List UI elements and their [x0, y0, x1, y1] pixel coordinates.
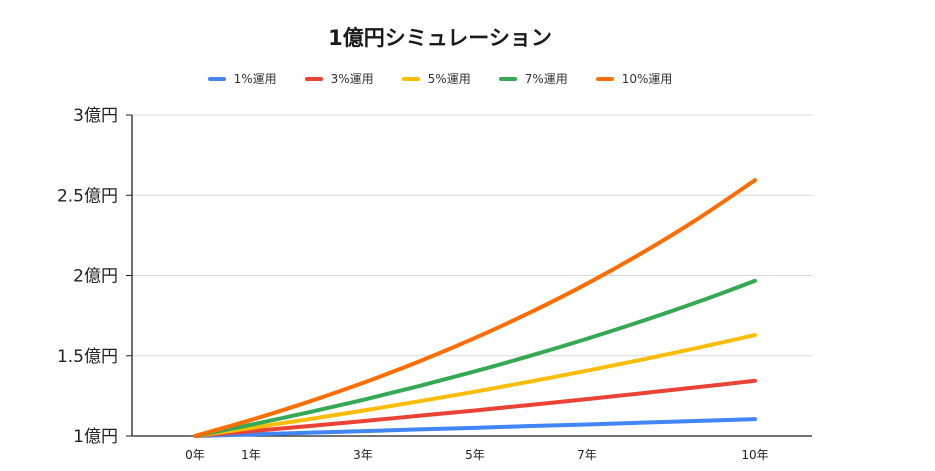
legend-swatch: [595, 76, 614, 81]
legend-swatch: [207, 76, 226, 81]
legend-item: 3%運用: [304, 70, 374, 87]
legend-item: 1%運用: [207, 70, 277, 87]
legend-swatch: [498, 76, 517, 81]
series-line: [193, 333, 757, 438]
y-tick-label: 2億円: [73, 267, 118, 287]
legend-label: 3%運用: [330, 72, 374, 86]
y-tick-label: 1億円: [73, 427, 118, 447]
y-tick-label: 3億円: [73, 106, 118, 126]
x-tick-label: 0年: [185, 448, 205, 462]
legend-item: 7%運用: [498, 70, 568, 87]
legend-label: 7%運用: [524, 72, 568, 86]
series-line: [193, 378, 757, 438]
legend: 1%運用 3%運用 5%運用 7%運用 10%運用: [0, 70, 880, 87]
legend-label: 1%運用: [233, 72, 277, 86]
x-tick-label: 5年: [465, 448, 485, 462]
legend-label: 10%運用: [621, 72, 673, 86]
legend-swatch: [304, 76, 323, 81]
legend-label: 5%運用: [427, 72, 471, 86]
x-tick-label: 10年: [741, 448, 768, 462]
series-line: [193, 178, 757, 438]
y-tick-label: 2.5億円: [57, 186, 118, 206]
legend-item: 10%運用: [595, 70, 673, 87]
legend-swatch: [401, 76, 420, 81]
x-tick-label: 3年: [353, 448, 373, 462]
x-tick-label: 1年: [241, 448, 261, 462]
y-tick-label: 1.5億円: [57, 347, 118, 367]
chart-title: 1億円シミュレーション: [328, 26, 552, 50]
legend-item: 5%運用: [401, 70, 471, 87]
series-line: [193, 417, 757, 438]
x-tick-label: 7年: [577, 448, 597, 462]
series-line: [193, 278, 757, 438]
